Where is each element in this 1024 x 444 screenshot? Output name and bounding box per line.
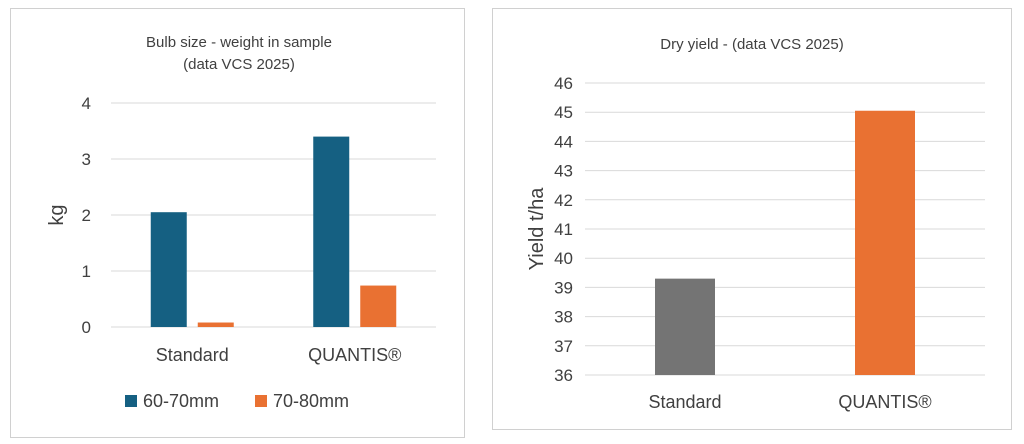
y-tick-label: 1 (82, 262, 91, 281)
x-tick-label: Standard (156, 345, 229, 365)
y-tick-label: 2 (82, 206, 91, 225)
bulb-size-chart-panel: Bulb size - weight in sample (data VCS 20… (10, 8, 465, 438)
bulb-size-chart: Bulb size - weight in sample (data VCS 20… (46, 34, 436, 411)
bar (655, 278, 715, 375)
y-tick-label: 37 (554, 337, 573, 356)
x-tick-label: QUANTIS® (308, 345, 401, 365)
y-tick-label: 0 (82, 318, 91, 337)
y-tick-label: 36 (554, 366, 573, 385)
bar (313, 136, 350, 327)
legend-label: 60-70mm (143, 391, 219, 411)
y-tick-label: 38 (554, 308, 573, 327)
y-tick-label: 45 (554, 103, 573, 122)
y-tick-label: 44 (554, 132, 573, 151)
legend-swatch (255, 395, 267, 407)
dry-yield-chart: Dry yield - (data VCS 2025) 36 37 38 39 40 41 4… (526, 36, 985, 412)
y-axis-title: Yield t/ha (526, 187, 548, 271)
y-tick-label: 3 (82, 150, 91, 169)
bar (360, 285, 397, 327)
y-axis-title: kg (46, 204, 68, 225)
x-tick-label: Standard (648, 392, 721, 412)
bar (150, 212, 187, 327)
dry-yield-chart-panel: Dry yield - (data VCS 2025) 36 37 38 39 40 41 4… (492, 8, 1012, 430)
legend-label: 70-80mm (273, 391, 349, 411)
chart-title: Bulb size - weight in sample (146, 34, 332, 51)
bar (197, 322, 234, 327)
chart-subtitle: (data VCS 2025) (183, 56, 295, 73)
y-tick-label: 40 (554, 249, 573, 268)
y-tick-label: 43 (554, 162, 573, 181)
x-tick-label: QUANTIS® (838, 392, 931, 412)
y-tick-label: 39 (554, 278, 573, 297)
y-tick-label: 42 (554, 191, 573, 210)
chart-title: Dry yield - (data VCS 2025) (660, 36, 843, 53)
y-tick-label: 46 (554, 74, 573, 93)
bar (855, 110, 915, 376)
y-tick-label: 41 (554, 220, 573, 239)
y-tick-label: 4 (82, 94, 91, 113)
legend-swatch (125, 395, 137, 407)
